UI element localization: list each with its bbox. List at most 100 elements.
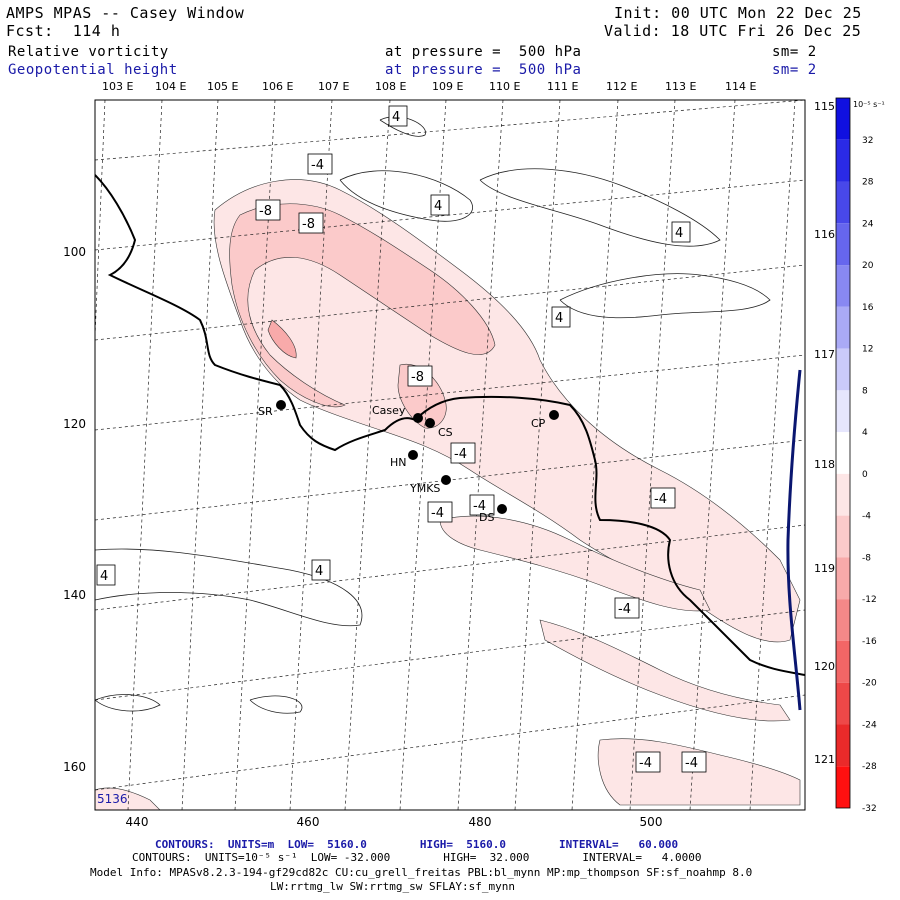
station-marker [425, 418, 435, 428]
contour-label: -4 [654, 492, 667, 507]
colorbar-tick-label: -16 [862, 637, 877, 647]
station-label-sr: SR [258, 405, 273, 418]
station-marker [549, 410, 559, 420]
lon-label: 107 E [318, 80, 349, 93]
station-marker [276, 400, 286, 410]
contour-label: -8 [302, 217, 315, 232]
vorticity-shading [95, 179, 801, 810]
lon-label: 109 E [432, 80, 463, 93]
contour-label: 4 [392, 110, 400, 125]
valid-time: Valid: 18 UTC Fri 26 Dec 25 [604, 22, 862, 40]
field2-name: Geopotential height [8, 62, 178, 78]
contour-label: -4 [685, 756, 698, 771]
colorbar-swatch [836, 98, 850, 140]
colorbar-swatch [836, 682, 850, 725]
station-label-hn: HN [390, 456, 407, 469]
lon-label: 106 E [262, 80, 293, 93]
colorbar-tick-label: 24 [862, 219, 874, 229]
colorbar-swatch [836, 181, 850, 224]
lon-label: 112 E [606, 80, 637, 93]
colorbar-tick-label: -4 [862, 512, 871, 522]
lon-label: 105 E [207, 80, 238, 93]
colorbar-tick-label: -20 [862, 679, 877, 689]
forecast-hour: Fcst: 114 h [6, 22, 121, 40]
colorbar: 32 28 24 20 16 12 8 4 0 -4 -8 -12 -16 -20 -24 -28 -32 10⁻… [835, 97, 885, 814]
colorbar-swatch [836, 306, 850, 349]
init-time: Init: 00 UTC Mon 22 Dec 25 [614, 4, 862, 22]
coastline [95, 174, 805, 676]
map-title: AMPS MPAS -- Casey Window [6, 4, 245, 22]
field2-smoothing: sm= 2 [772, 62, 817, 78]
contour-label: -4 [311, 158, 324, 173]
colorbar-tick-label: 0 [862, 470, 868, 480]
contour-label: 4 [434, 199, 442, 214]
colorbar-frame [835, 97, 851, 809]
stations: SR Casey CS CP HN YMKS DS [258, 400, 559, 524]
lon-label: 108 E [375, 80, 406, 93]
station-label-ymks: YMKS [409, 482, 440, 495]
lon-label: 111 E [547, 80, 578, 93]
colorbar-swatch [836, 515, 850, 558]
contour-label: -4 [473, 499, 486, 514]
contour-label: -4 [618, 602, 631, 617]
station-label-cp: CP [531, 417, 546, 430]
contour-label: -8 [411, 370, 424, 385]
contour-label: 4 [555, 311, 563, 326]
contour-label: -4 [639, 756, 652, 771]
lon-label: 103 E [102, 80, 133, 93]
contour-info-height: CONTOURS: UNITS=m LOW= 5160.0 HIGH= 5160… [155, 838, 679, 851]
colorbar-swatch [836, 432, 850, 474]
y-axis-label: 140 [63, 588, 86, 602]
height-value-label: 5136 [97, 792, 128, 806]
station-label-ds: DS [479, 511, 494, 524]
x-axis-label: 500 [640, 815, 663, 829]
colorbar-swatch [836, 724, 850, 767]
contour-label: -4 [454, 447, 467, 462]
colorbar-unit: 10⁻⁵ s⁻¹ [853, 100, 885, 109]
positive-contours [95, 116, 771, 714]
bottom-axis-labels: 440 460 480 500 [126, 815, 663, 829]
colorbar-swatch [836, 348, 850, 391]
colorbar-tick-label: -8 [862, 553, 871, 563]
graticule [95, 100, 805, 810]
colorbar-tick-label: -28 [862, 762, 877, 772]
station-marker [413, 413, 423, 423]
x-axis-label: 440 [126, 815, 149, 829]
colorbar-tick-label: -24 [862, 720, 877, 730]
lon-label: 104 E [155, 80, 186, 93]
lon-label: 110 E [489, 80, 520, 93]
colorbar-swatch [836, 390, 850, 433]
colorbar-tick-label: 12 [862, 345, 873, 355]
colorbar-tick-label: -32 [862, 804, 877, 814]
contour-labels: 4 -4 -8 -8 4 4 -8 4 -4 -4 -4 -4 4 [96, 105, 707, 773]
x-axis-label: 480 [469, 815, 492, 829]
station-label-casey: Casey [372, 404, 406, 417]
map-frame [94, 99, 806, 811]
colorbar-swatch [836, 640, 850, 683]
colorbar-tick-label: 32 [862, 136, 873, 146]
y-axis-label: 100 [63, 245, 86, 259]
colorbar-tick-label: 28 [862, 178, 874, 188]
x-axis-label: 460 [297, 815, 320, 829]
height-contour-5160 [786, 369, 802, 711]
colorbar-tick-label: -12 [862, 595, 877, 605]
colorbar-swatch [836, 599, 850, 641]
field2-level: at pressure = 500 hPa [385, 62, 582, 78]
left-axis-labels: 100 120 140 160 [63, 245, 86, 774]
contour-info-vorticity: CONTOURS: UNITS=10⁻⁵ s⁻¹ LOW= -32.000 HI… [132, 851, 702, 864]
colorbar-swatch [836, 139, 850, 182]
contour-label: -8 [259, 204, 272, 219]
station-marker [441, 475, 451, 485]
colorbar-swatch [836, 223, 850, 266]
top-longitude-labels: 103 E 104 E 105 E 106 E 107 E 108 E 109 … [102, 80, 756, 93]
map-interior: 4 -4 -8 -8 4 4 -8 4 -4 -4 -4 -4 4 [95, 100, 805, 810]
lon-label: 113 E [665, 80, 696, 93]
contour-label: 4 [675, 226, 683, 241]
colorbar-tick-label: 16 [862, 303, 874, 313]
colorbar-swatch [836, 265, 850, 307]
y-axis-label: 120 [63, 417, 86, 431]
colorbar-tick-label: 8 [862, 386, 868, 396]
colorbar-swatch [836, 557, 850, 600]
station-marker [408, 450, 418, 460]
